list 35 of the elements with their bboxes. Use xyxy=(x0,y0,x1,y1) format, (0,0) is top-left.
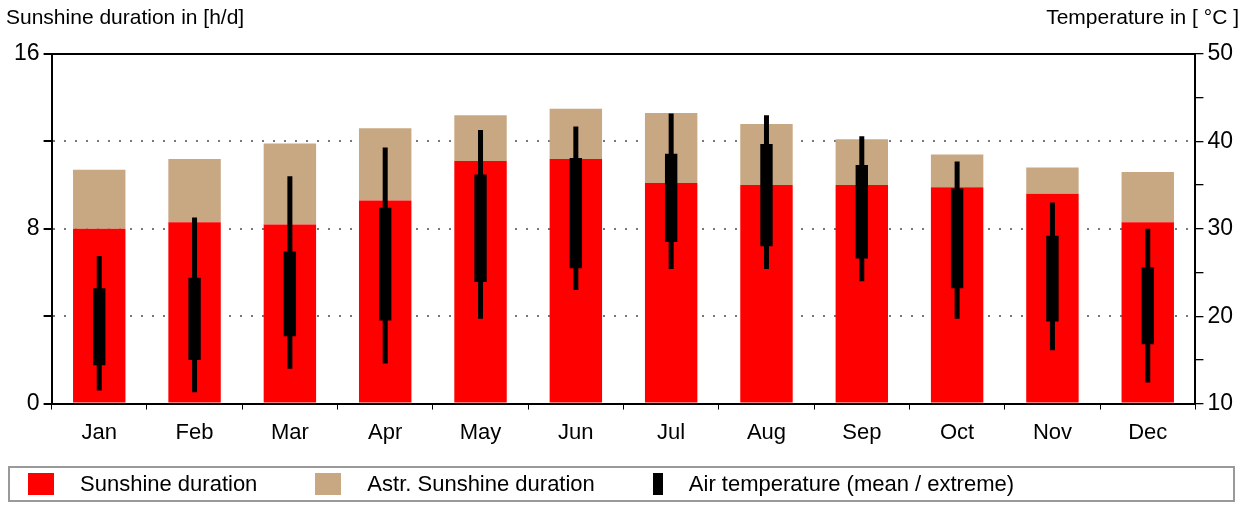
bar xyxy=(454,115,507,162)
x-tick-label: Jun xyxy=(558,418,594,444)
x-tick-label: Oct xyxy=(940,418,975,444)
bar xyxy=(1026,167,1079,194)
y2-tick-label: 40 xyxy=(1207,126,1234,153)
bar xyxy=(930,154,984,188)
x-tick-label: Aug xyxy=(746,418,787,444)
y-tick-label: 0 xyxy=(26,388,40,415)
y-tick-label: 8 xyxy=(26,214,40,241)
x-tick-label: May xyxy=(459,418,502,444)
bar xyxy=(740,185,793,403)
x-tick-label: Nov xyxy=(1032,418,1072,444)
x-tick-label: Dec xyxy=(1128,418,1168,444)
bar xyxy=(1121,171,1174,223)
x-tick-label: Jul xyxy=(657,418,686,444)
x-tick-label: Mar xyxy=(270,418,309,444)
y-tick-label: 16 xyxy=(13,39,40,66)
y2-axis-title: Temperature in [ °C ] xyxy=(1046,5,1239,29)
legend-label: Air temperature (mean / extreme) xyxy=(688,471,1015,497)
bar xyxy=(644,182,698,403)
bar xyxy=(168,158,221,223)
x-tick-label: Jan xyxy=(81,418,117,444)
bar xyxy=(73,169,126,229)
bar xyxy=(549,108,603,159)
legend-label: Sunshine duration xyxy=(80,471,258,497)
y2-tick-label: 50 xyxy=(1207,39,1234,66)
x-tick-label: Sep xyxy=(842,418,882,444)
y2-tick-label: 30 xyxy=(1207,214,1234,241)
x-tick-label: Feb xyxy=(175,418,214,444)
bar xyxy=(835,185,889,403)
x-tick-label: Apr xyxy=(368,418,403,444)
legend-label: Astr. Sunshine duration xyxy=(367,471,595,497)
y2-tick-label: 20 xyxy=(1207,301,1234,328)
y2-tick-label: 10 xyxy=(1207,388,1234,415)
y-axis-title: Sunshine duration in [h/d] xyxy=(6,5,245,29)
